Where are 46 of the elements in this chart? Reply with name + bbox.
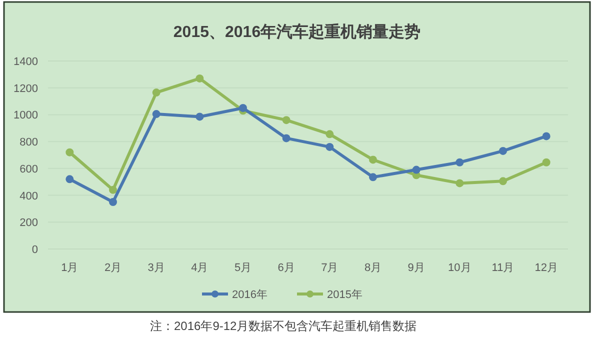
point [109, 186, 117, 194]
point [282, 134, 290, 142]
x-tick-label: 9月 [408, 262, 425, 274]
text: 注：2016年9-12月数据不包含汽车起重机销售数据 [150, 319, 417, 333]
x-tick-label: 7月 [321, 262, 338, 274]
point [369, 173, 377, 182]
x-tick-label: 5月 [234, 262, 252, 274]
point [456, 179, 464, 188]
point [542, 158, 550, 166]
x-tick-label: 6月 [278, 262, 295, 274]
legend-label: 2015年 [327, 289, 362, 301]
point [196, 74, 204, 82]
point [542, 132, 550, 140]
x-tick-label: 2月 [104, 262, 122, 274]
y-tick-label: 600 [20, 163, 38, 176]
y-tick-label: 400 [20, 190, 38, 202]
point [456, 158, 464, 166]
y-tick-label: 1400 [14, 56, 38, 68]
x-tick-label: 10月 [448, 262, 472, 274]
point [326, 130, 334, 138]
point [152, 110, 160, 118]
point [152, 88, 160, 97]
point [66, 175, 74, 184]
x-tick-label: 12月 [534, 262, 558, 274]
y-tick-label: 0 [32, 244, 38, 256]
point [499, 146, 507, 155]
point [66, 148, 74, 156]
x-tick-label: 8月 [364, 262, 382, 274]
y-tick-label: 1200 [14, 82, 38, 95]
point [196, 112, 204, 121]
y-tick-label: 200 [20, 217, 38, 230]
x-tick-label: 1月 [61, 262, 78, 274]
point [239, 104, 247, 112]
x-tick-label: 11月 [492, 262, 514, 274]
point [282, 116, 290, 124]
point [369, 156, 377, 164]
point [326, 142, 334, 151]
y-tick-label: 800 [20, 136, 38, 149]
point [109, 198, 117, 206]
x-tick-label: 4月 [191, 262, 208, 274]
point [412, 166, 420, 174]
y-tick-label: 1000 [14, 110, 38, 122]
point [499, 177, 507, 186]
x-tick-label: 3月 [148, 262, 165, 274]
legend-label: 2016年 [232, 289, 268, 301]
chart-title: 2015、2016年汽车起重机销量走势 [173, 23, 421, 41]
